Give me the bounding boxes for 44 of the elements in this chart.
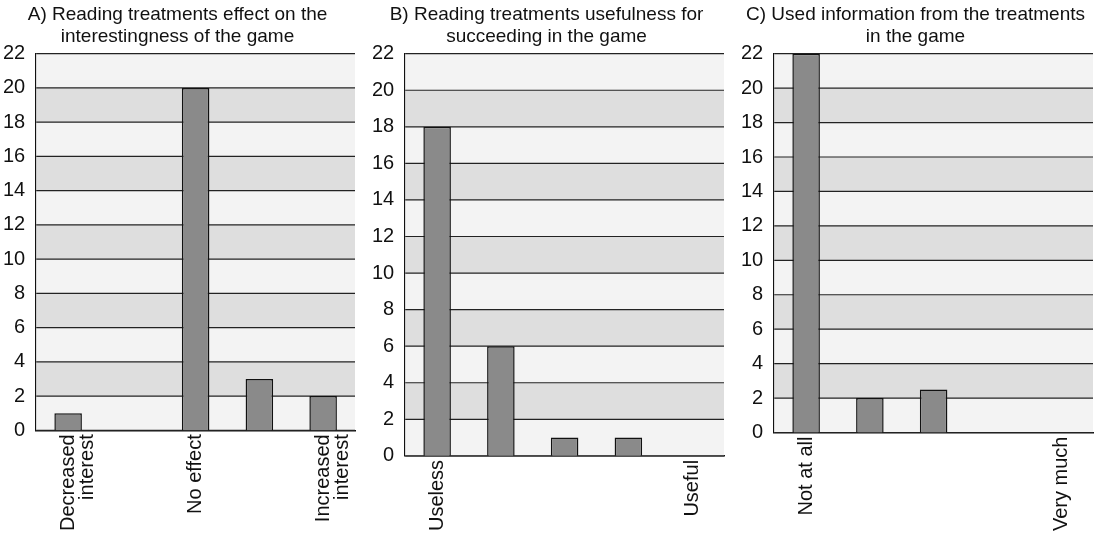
y-tick-label: 12 — [3, 212, 26, 235]
x-tick-label: No effect — [183, 433, 206, 514]
y-tick-label: 4 — [14, 349, 26, 372]
x-tick-label: Not at all — [793, 436, 816, 516]
y-tick-label: 2 — [14, 383, 26, 406]
x-tick-label: Useless — [424, 459, 447, 532]
y-tick-label: 8 — [383, 297, 395, 320]
y-tick-label: 22 — [372, 41, 395, 64]
y-tick-label: 6 — [383, 333, 395, 356]
y-tick-label: 20 — [741, 75, 764, 98]
y-tick-label: 0 — [383, 443, 395, 466]
y-tick-label: 18 — [372, 114, 395, 137]
y-tick-label: 8 — [14, 280, 26, 303]
y-tick-label: 10 — [3, 246, 26, 269]
y-tick-label: 22 — [741, 41, 764, 64]
y-tick-label: 8 — [752, 282, 764, 305]
y-tick-label: 14 — [3, 178, 26, 201]
x-tick-label: Decreased interest — [55, 433, 97, 531]
y-tick-label: 18 — [741, 110, 764, 133]
y-tick-label: 22 — [3, 41, 26, 64]
y-tick-label: 14 — [372, 187, 395, 210]
x-tick-label: Increased interest — [310, 433, 352, 523]
y-tick-label: 6 — [14, 315, 26, 338]
y-tick-label: 0 — [14, 417, 26, 440]
y-tick-label: 10 — [372, 260, 395, 283]
y-tick-label: 12 — [741, 213, 764, 236]
y-tick-label: 20 — [372, 77, 395, 100]
y-tick-label: 2 — [383, 406, 395, 429]
y-tick-label: 20 — [3, 75, 26, 98]
y-tick-label: 16 — [372, 150, 395, 173]
chart-title: A) Reading treatments effect on the interestingness of the game — [27, 3, 328, 47]
y-tick-label: 2 — [752, 385, 764, 408]
y-tick-label: 4 — [752, 351, 764, 374]
y-tick-label: 16 — [741, 144, 764, 167]
y-tick-label: 12 — [372, 224, 395, 247]
y-tick-label: 16 — [3, 143, 26, 166]
y-tick-label: 18 — [3, 109, 26, 132]
y-tick-label: 6 — [752, 316, 764, 339]
y-tick-label: 4 — [383, 370, 395, 393]
x-tick-label: Useful — [679, 459, 702, 517]
y-tick-label: 10 — [741, 247, 764, 270]
y-tick-label: 14 — [741, 178, 764, 201]
x-tick-label: Very much — [1048, 436, 1071, 531]
y-tick-label: 0 — [752, 420, 764, 443]
